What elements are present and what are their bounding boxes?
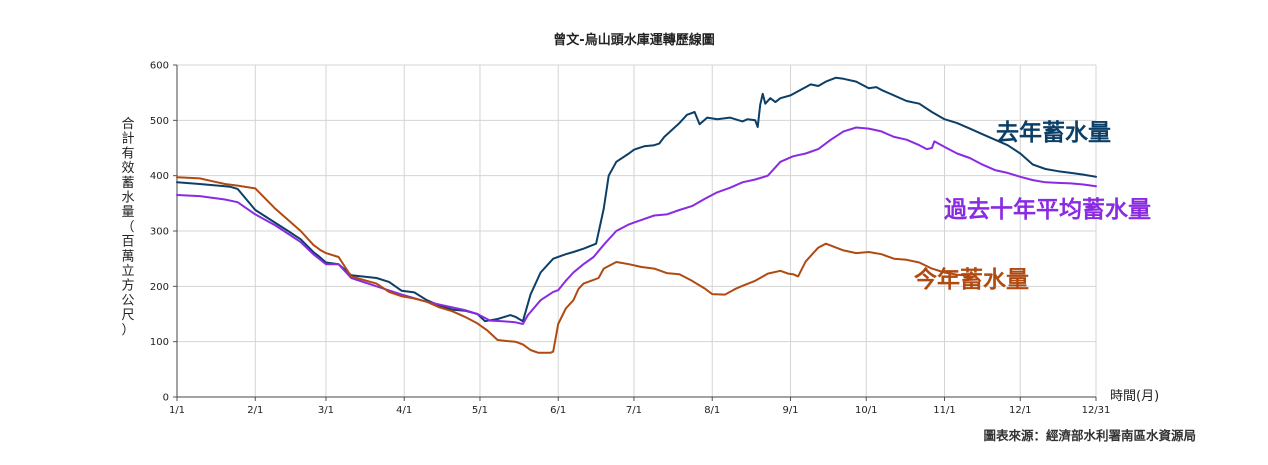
series-lines — [176, 76, 1097, 354]
x-tick-label: 5/1 — [472, 405, 488, 416]
series-line-this-year — [176, 176, 966, 354]
y-tick-label: 0 — [163, 393, 169, 404]
x-tick-label: 4/1 — [396, 405, 412, 416]
series-label-ten-year-average: 過去十年平均蓄水量 — [944, 196, 1151, 223]
y-tick-label: 300 — [150, 227, 169, 238]
x-tick-label: 3/1 — [318, 405, 334, 416]
y-tick-label: 600 — [150, 61, 169, 72]
x-tick-label: 2/1 — [247, 405, 263, 416]
x-tick-label: 10/1 — [855, 405, 877, 416]
y-tick-label: 500 — [150, 116, 169, 127]
series-line-last-year — [176, 76, 1097, 323]
chart-title: 曾文-烏山頭水庫運轉歷線圖 — [553, 32, 714, 48]
y-axis-label: 合計有效蓄水量（百萬立方公尺） — [121, 117, 134, 338]
x-tick-label: 6/1 — [550, 405, 566, 416]
source-note: 圖表來源：經濟部水利署南區水資源局 — [983, 428, 1196, 443]
x-tick-label: 11/1 — [933, 405, 955, 416]
tick-labels: 0 100 200 300 400 500 600 1/1 2/1 3/1 4/1 5/1 6/1 7/1… — [150, 61, 1111, 417]
x-tick-label: 1/1 — [169, 405, 185, 416]
y-tick-label: 200 — [150, 282, 169, 293]
x-axis-label: 時間(月) — [1110, 389, 1159, 404]
x-tick-label: 9/1 — [782, 405, 798, 416]
grid-lines — [177, 64, 1097, 397]
x-tick-label: 12/31 — [1082, 405, 1111, 416]
y-tick-label: 400 — [150, 171, 169, 182]
x-tick-label: 12/1 — [1009, 405, 1031, 416]
axes — [173, 64, 1097, 401]
series-label-last-year: 去年蓄水量 — [996, 119, 1111, 146]
series-label-this-year: 今年蓄水量 — [914, 266, 1029, 293]
x-tick-label: 8/1 — [704, 405, 720, 416]
x-tick-label: 7/1 — [626, 405, 642, 416]
y-tick-label: 100 — [150, 337, 169, 348]
series-line-ten-year-average — [176, 126, 1097, 325]
